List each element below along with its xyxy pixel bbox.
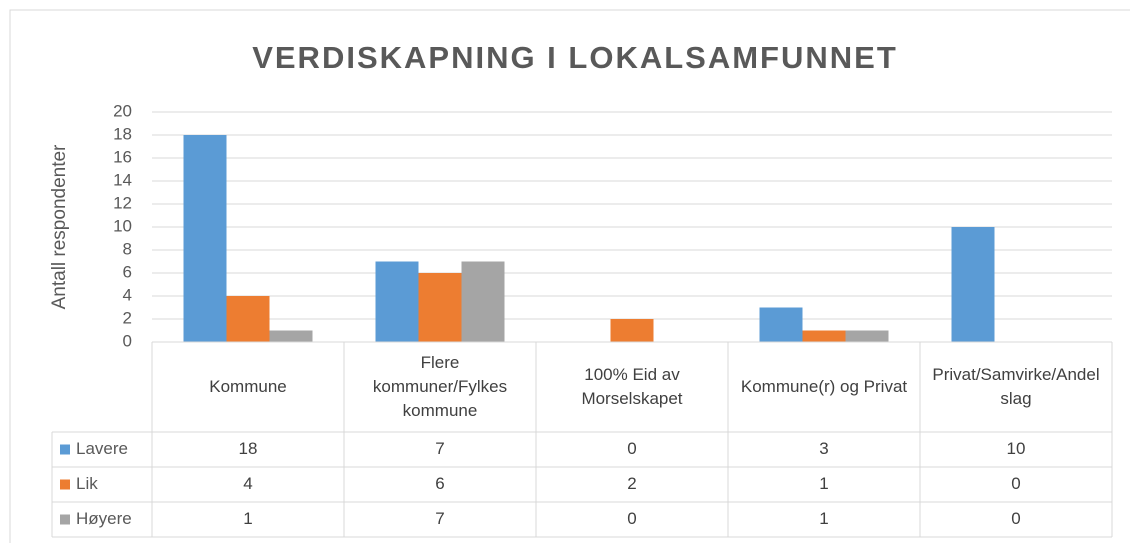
y-tick-label: 6 [123, 262, 132, 281]
table-value: 0 [627, 439, 636, 458]
category-label: Kommune(r) og Privat [740, 377, 908, 396]
table-value: 18 [239, 439, 258, 458]
table-value: 4 [243, 474, 252, 493]
y-tick-label: 20 [113, 101, 132, 120]
y-tick-label: 14 [113, 170, 132, 189]
legend-swatch [60, 514, 70, 525]
bar [759, 307, 803, 342]
bar [183, 135, 227, 342]
bar [845, 330, 889, 342]
table-value: 10 [1007, 439, 1026, 458]
bar [951, 227, 995, 342]
legend-swatch [60, 444, 70, 455]
table-value: 1 [819, 509, 828, 528]
category-label: Flere kommuner/Fylkes kommune [372, 353, 508, 420]
table-value: 3 [819, 439, 828, 458]
bar [610, 319, 654, 342]
table-value: 7 [435, 439, 444, 458]
y-tick-label: 0 [123, 331, 132, 350]
table-value: 0 [1011, 509, 1020, 528]
table-value: 7 [435, 509, 444, 528]
y-tick-label: 2 [123, 308, 132, 327]
y-tick-label: 12 [113, 193, 132, 212]
category-label: Privat/Samvirke/Andelslag [932, 365, 1100, 408]
bar [375, 261, 419, 342]
category-label: Kommune [209, 377, 287, 396]
y-tick-label: 4 [123, 285, 132, 304]
chart-title: VERDISKAPNING I LOKALSAMFUNNET [252, 40, 898, 75]
y-axis-title: Antall respondenter [49, 144, 70, 309]
y-tick-label: 18 [113, 124, 132, 143]
y-tick-label: 16 [113, 147, 132, 166]
table-value: 1 [819, 474, 828, 493]
table-value: 0 [627, 509, 636, 528]
legend-label: Høyere [76, 509, 132, 528]
table-value: 2 [627, 474, 636, 493]
legend-label: Lik [76, 474, 98, 493]
bar [269, 330, 313, 342]
bar [461, 261, 505, 342]
table-value: 1 [243, 509, 252, 528]
chart-frame [9, 9, 1130, 543]
legend-label: Lavere [76, 439, 128, 458]
bar [226, 296, 270, 342]
bar [418, 273, 462, 342]
y-tick-label: 10 [113, 216, 132, 235]
table-value: 6 [435, 474, 444, 493]
bar [802, 330, 846, 342]
legend-swatch [60, 479, 70, 490]
y-tick-label: 8 [123, 239, 132, 258]
table-value: 0 [1011, 474, 1020, 493]
category-label: 100% Eid av Morselskapet [581, 365, 683, 408]
